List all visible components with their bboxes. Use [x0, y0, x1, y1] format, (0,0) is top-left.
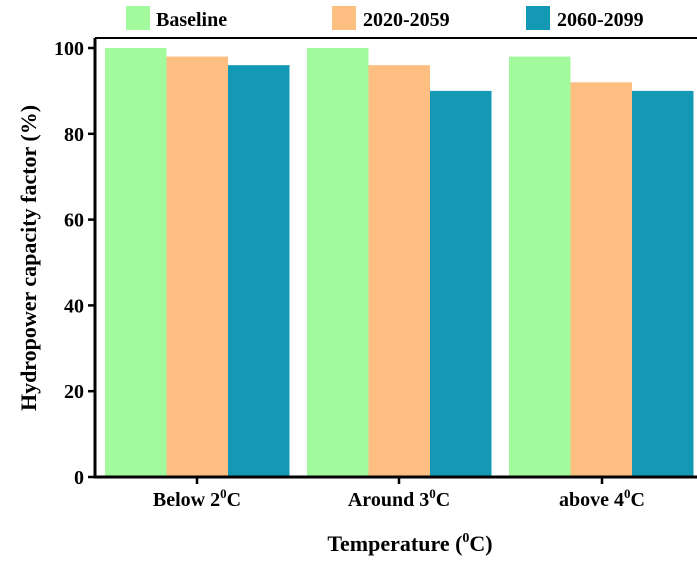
x-axis-label-tail: C)	[469, 531, 492, 556]
x-axis-label: Temperature (0C)	[327, 531, 492, 556]
x-tick-label-tail: C	[631, 489, 645, 511]
x-ticks-group: Below 20C Around 30C above 40C	[153, 477, 645, 511]
y-ticks-group: 0 20 40 60 80 100	[54, 38, 95, 489]
legend-swatch	[332, 6, 356, 30]
x-tick-label-base: above 4	[559, 489, 624, 511]
bar-2020-2059-1	[369, 65, 431, 477]
x-axis-label-base: Temperature (	[327, 531, 462, 556]
x-tick-label: above 40C	[559, 486, 645, 511]
legend-swatch	[526, 6, 550, 30]
bar-baseline-2	[509, 57, 571, 477]
legend-label: Baseline	[156, 9, 227, 31]
bar-baseline-1	[307, 48, 369, 477]
bar-2060-2099-2	[632, 91, 694, 477]
y-tick-label: 80	[64, 124, 84, 146]
x-tick-label: Around 30C	[348, 486, 450, 511]
bars-group	[105, 48, 694, 477]
legend-label: 2020-2059	[363, 9, 450, 31]
x-tick-label-tail: C	[227, 489, 241, 511]
bar-baseline-0	[105, 48, 167, 477]
legend-swatch	[126, 6, 150, 30]
bar-2060-2099-1	[430, 91, 492, 477]
bar-2020-2059-0	[167, 57, 229, 477]
y-tick-label: 40	[64, 295, 84, 317]
y-tick-label: 20	[64, 381, 84, 403]
legend-label: 2060-2099	[557, 9, 644, 31]
x-tick-label: Below 20C	[153, 486, 241, 511]
x-tick-label-tail: C	[436, 489, 450, 511]
y-axis-label: Hydropower capacity factor (%)	[16, 105, 41, 411]
x-axis-label-sup: 0	[462, 531, 469, 546]
x-tick-label-base: Around 3	[348, 489, 429, 511]
y-tick-label: 60	[64, 210, 84, 232]
bar-2060-2099-0	[228, 65, 290, 477]
y-tick-label: 0	[74, 467, 84, 489]
y-tick-label: 100	[54, 38, 84, 60]
legend: Baseline 2020-2059 2060-2099	[126, 6, 644, 31]
x-tick-label-base: Below 2	[153, 489, 220, 511]
bar-2020-2059-2	[571, 82, 633, 477]
